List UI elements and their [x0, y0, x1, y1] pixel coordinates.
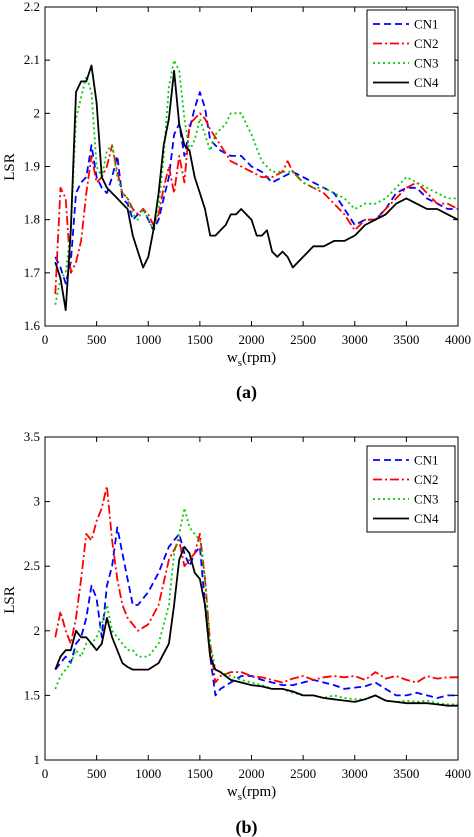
y-tick-label: 3: [34, 494, 41, 509]
x-axis-label: ws(rpm): [227, 350, 276, 369]
legend: CN1 CN2 CN3 CN4: [366, 9, 456, 97]
y-tick-label: 1: [34, 752, 41, 767]
legend-label-cn3: CN3: [414, 492, 439, 507]
y-tick-label: 2: [34, 623, 41, 638]
y-tick-label: 1.8: [24, 212, 40, 227]
x-tick-label: 500: [87, 766, 107, 781]
y-tick-label: 1.5: [24, 687, 40, 702]
x-tick-label: 4000: [445, 766, 471, 781]
legend: CN1 CN2 CN3 CN4: [366, 445, 456, 533]
y-tick-label: 1.7: [24, 265, 41, 280]
series-line-cn2: [54, 112, 458, 295]
panel-label: (b): [236, 817, 258, 837]
x-tick-label: 2000: [239, 332, 265, 347]
legend-label-cn2: CN2: [414, 472, 439, 487]
legend-label-cn4: CN4: [414, 511, 439, 526]
legend-label-cn4: CN4: [414, 75, 439, 90]
x-tick-label: 1000: [135, 332, 161, 347]
y-tick-label: 2.5: [24, 558, 40, 573]
x-tick-label: 0: [42, 766, 49, 781]
x-tick-label: 3000: [342, 766, 368, 781]
x-tick-label: 500: [87, 332, 107, 347]
y-tick-label: 2.1: [24, 52, 40, 67]
y-tick-label: 2.2: [24, 0, 40, 14]
series-line-cn1: [54, 91, 458, 285]
series-line-cn4: [54, 64, 458, 312]
x-tick-label: 1000: [135, 766, 161, 781]
series-line-cn4: [54, 545, 458, 707]
x-tick-label: 2000: [239, 766, 265, 781]
x-tick-label: 1500: [187, 332, 213, 347]
x-tick-label: 3000: [342, 332, 368, 347]
y-axis-label: LSR: [2, 153, 18, 181]
y-axis-label: LSR: [2, 586, 18, 614]
x-tick-label: 0: [42, 332, 49, 347]
x-tick-label: 1500: [187, 766, 213, 781]
chart-panel-b: 0 500 1000 1500 2000 2500 3000 3500 4000 1 1.5 2 2.5…: [2, 429, 471, 837]
legend-label-cn2: CN2: [414, 36, 439, 51]
x-tick-label: 2500: [290, 332, 316, 347]
chart-panel-a: 0 500 1000 1500 2000 2500 3000 3500 4000 1.6 1.7 1.…: [2, 0, 471, 403]
x-tick-label: 3500: [393, 766, 419, 781]
legend-label-cn1: CN1: [414, 453, 439, 468]
legend-label-cn3: CN3: [414, 56, 439, 71]
y-tick-label: 1.9: [24, 159, 40, 174]
panel-label: (a): [236, 382, 257, 403]
y-tick-label: 1.6: [24, 318, 41, 333]
y-tick-label: 2: [34, 105, 41, 120]
x-tick-label: 3500: [393, 332, 419, 347]
y-tick-label: 3.5: [24, 429, 40, 444]
x-tick-label: 4000: [445, 332, 471, 347]
x-tick-label: 2500: [290, 766, 316, 781]
series-line-cn1: [54, 526, 458, 699]
series-line-cn3: [54, 59, 458, 305]
x-axis-label: ws(rpm): [227, 784, 276, 803]
legend-label-cn1: CN1: [414, 17, 439, 32]
